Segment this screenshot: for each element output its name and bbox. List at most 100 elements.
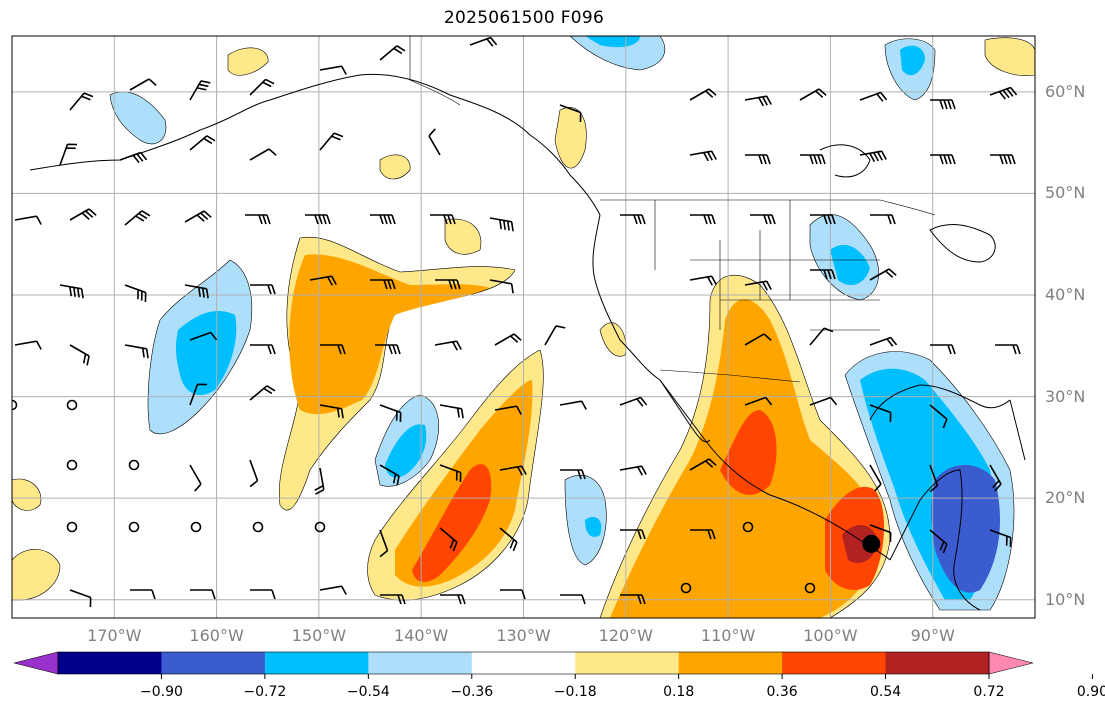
wind-barb	[560, 594, 586, 605]
positive-anomaly-region	[984, 37, 1035, 76]
baja-peninsula	[659, 379, 711, 443]
latitude-tick-label: 50°N	[1045, 183, 1086, 203]
wind-barb	[69, 589, 92, 608]
calm-wind-circle	[252, 521, 264, 533]
wind-barb	[990, 154, 1016, 165]
longitude-tick-label: 130°W	[496, 626, 551, 645]
wind-barb	[124, 284, 147, 303]
wind-barb	[544, 325, 566, 346]
wind-barb	[930, 344, 956, 355]
wind-barb	[989, 529, 1012, 548]
location-marker	[862, 534, 881, 553]
wind-barb	[69, 208, 97, 221]
longitude-tick-label: 90°W	[910, 626, 955, 645]
longitude-tick-label: 140°W	[394, 626, 449, 645]
wind-barb	[428, 128, 441, 156]
wind-barb	[499, 527, 518, 552]
wind-barb	[489, 279, 514, 294]
wind-barb	[435, 279, 461, 290]
wind-barb	[319, 132, 344, 151]
wind-barb	[379, 45, 406, 61]
colorbar-tick-label: 0.54	[869, 684, 902, 700]
wind-barb	[859, 150, 887, 162]
calm-wind-circle	[680, 582, 692, 594]
colorbar-tick-label: −0.72	[243, 684, 287, 700]
wind-barb	[189, 383, 208, 406]
wind-barb	[929, 529, 948, 554]
strong-negative-anomaly-core	[931, 465, 1000, 593]
colorbar-extend-high	[988, 651, 1034, 675]
colorbar-tick-label: −0.36	[450, 684, 494, 700]
alaska-canada-border	[409, 36, 461, 106]
longitude-tick-label: 110°W	[700, 626, 756, 645]
wind-barb	[869, 524, 892, 543]
wind-barb	[59, 284, 84, 299]
calm-wind-circle	[128, 459, 140, 471]
wind-barb	[69, 92, 94, 111]
wind-barb	[184, 210, 212, 223]
longitude-tick-label: 150°W	[291, 626, 347, 645]
longitude-tick-label: 170°W	[87, 626, 142, 645]
longitude-tick-label: 100°W	[803, 626, 858, 645]
wind-barb	[744, 333, 772, 346]
calm-wind-circle	[66, 459, 78, 471]
wind-barb	[869, 464, 882, 492]
wind-barb	[380, 594, 406, 605]
strong-anomaly-core	[412, 464, 492, 582]
wind-barb	[319, 404, 344, 419]
wind-barb	[434, 340, 462, 351]
calm-wind-circle	[66, 399, 78, 411]
positive-anomaly-region	[599, 322, 627, 357]
wind-barb	[689, 150, 717, 162]
colorbar-segment	[471, 652, 576, 674]
latitude-tick-label: 20°N	[1045, 488, 1086, 508]
positive-anomaly-region	[554, 107, 587, 169]
wind-barb	[744, 396, 773, 406]
colorbar-tick-label: −0.18	[553, 684, 597, 700]
hudson-bay-coast	[819, 144, 871, 178]
colorbar-tick-label: −0.90	[139, 684, 183, 700]
wind-barb	[309, 275, 337, 286]
longitude-tick-label: 160°W	[189, 626, 244, 645]
wind-barb	[250, 344, 276, 355]
wind-barb	[439, 404, 464, 419]
wind-barb	[250, 589, 276, 600]
colorbar-segment	[368, 652, 473, 674]
wind-barb	[560, 469, 586, 480]
wind-barb	[59, 143, 78, 166]
wind-barb	[469, 36, 498, 47]
wind-barb	[989, 464, 1002, 492]
wind-barb	[689, 88, 717, 101]
map-title: 2025061500 F096	[443, 8, 605, 28]
wind-barb	[379, 404, 402, 423]
colorbar	[13, 651, 1093, 679]
wind-barb	[190, 589, 216, 600]
wind-barb	[799, 88, 827, 101]
wind-barb	[370, 214, 396, 225]
colorbar-segment	[264, 652, 369, 674]
positive-anomaly-core	[289, 254, 490, 415]
colorbar-tick-label: 0.18	[663, 684, 695, 700]
positive-anomaly-region	[12, 478, 42, 511]
wind-barb	[439, 527, 458, 552]
negative-anomaly-core	[585, 516, 602, 537]
wind-barb	[189, 135, 216, 151]
wind-barb	[869, 268, 897, 281]
wind-barb	[245, 214, 271, 225]
colorbar-tick-label: 0.36	[766, 684, 798, 700]
wind-barb	[249, 78, 275, 96]
florida-coast	[1009, 399, 1026, 461]
positive-anomaly-region	[444, 218, 482, 255]
wind-barb	[809, 327, 834, 346]
wind-barb	[430, 214, 456, 225]
wind-barb	[620, 214, 646, 225]
wind-barb	[745, 154, 771, 165]
wind-barb	[559, 104, 582, 123]
wind-barb	[500, 589, 526, 600]
positive-anomaly-region	[12, 549, 61, 601]
wind-barb	[929, 464, 939, 493]
negative-anomaly-core	[900, 45, 925, 76]
wind-barb	[439, 464, 462, 483]
wind-barb	[184, 284, 209, 299]
wind-barb	[440, 594, 466, 605]
